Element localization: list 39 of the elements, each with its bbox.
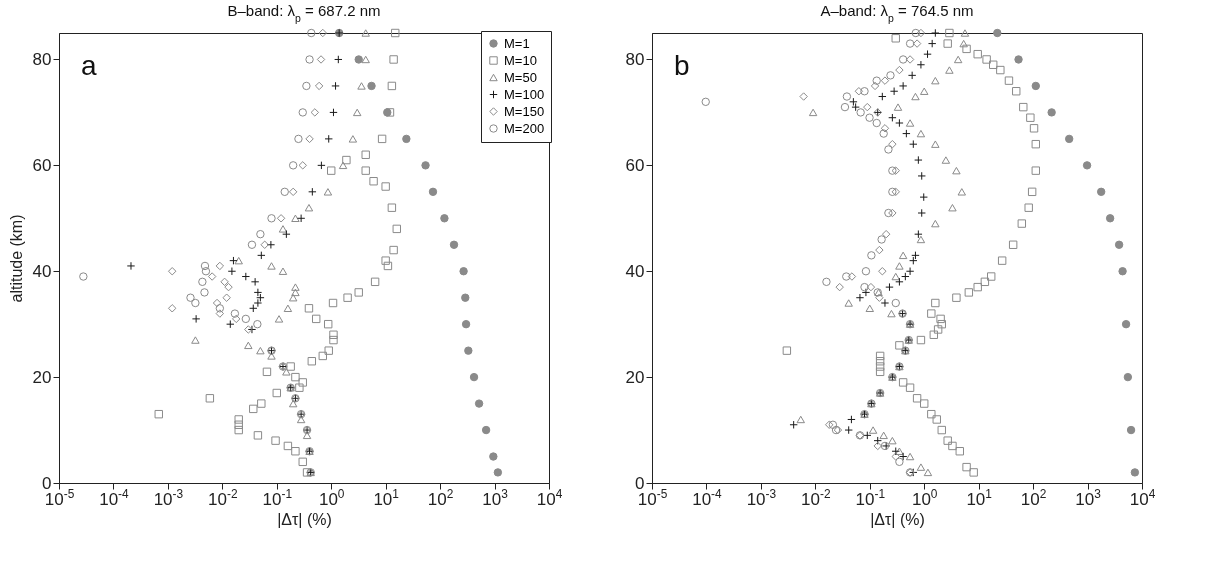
legend-label: M=100 [504, 86, 545, 102]
annotation: b [674, 50, 690, 81]
x-tick-label: 10$^{3}$ [482, 486, 509, 509]
y-tick-label: 60 [625, 155, 645, 175]
x-tick-label: 10$^{-3}$ [746, 486, 777, 509]
y-tick-label: 20 [32, 367, 52, 387]
x-tick-label: 10$^{-2}$ [801, 486, 831, 509]
x-tick-label: 10$^{-1}$ [262, 486, 293, 509]
x-tick-label: 10$^{0}$ [911, 486, 938, 509]
x-tick-label: 10$^{0}$ [318, 486, 345, 509]
x-axis-title: |Δτ| (%) [870, 510, 925, 528]
x-tick-label: 10$^{-3}$ [153, 486, 184, 509]
y-tick-label: 80 [625, 49, 645, 69]
y-tick-label: 40 [625, 261, 645, 281]
legend-label: M=10 [504, 52, 537, 68]
x-tick-label: 10$^{4}$ [536, 486, 563, 509]
x-axis-title: |Δτ| (%) [277, 510, 332, 528]
legend-label: M=150 [504, 103, 545, 119]
legend-label: M=200 [504, 120, 545, 136]
x-tick-label: 10$^{-1}$ [855, 486, 886, 509]
x-tick-label: 10$^{1}$ [966, 486, 993, 509]
x-tick-label: 10$^{3}$ [1075, 486, 1102, 509]
x-tick-label: 10$^{2}$ [1020, 486, 1047, 509]
y-tick-label: 60 [32, 155, 52, 175]
x-tick-label: 10$^{2}$ [427, 486, 454, 509]
y-tick-label: 80 [32, 49, 52, 69]
x-tick-label: 10$^{-4}$ [99, 486, 130, 509]
chart-title: B–band: λ$_{p}$ = 687.2 nm [227, 2, 381, 25]
legend-label: M=50 [504, 69, 537, 85]
x-tick-label: 10$^{-2}$ [208, 486, 238, 509]
x-tick-label: 10$^{-4}$ [692, 486, 723, 509]
y-tick-label: 20 [625, 367, 645, 387]
y-axis-title: altitude (km) [7, 214, 25, 303]
x-tick-label: 10$^{1}$ [373, 486, 400, 509]
x-tick-label: 10$^{4}$ [1129, 486, 1156, 509]
annotation: a [81, 50, 97, 81]
legend-label: M=1 [504, 35, 530, 51]
chart-title: A–band: λ$_{p}$ = 764.5 nm [820, 2, 974, 25]
y-tick-label: 40 [32, 261, 52, 281]
